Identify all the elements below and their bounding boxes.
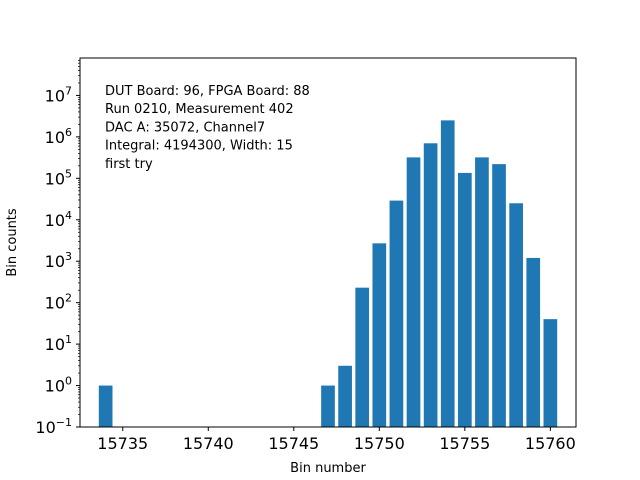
y-tick-label: 107 (45, 84, 72, 105)
bar-15756 (475, 157, 489, 427)
bar-15752 (406, 157, 421, 427)
y-tick-label: 100 (45, 375, 72, 396)
bar-15747 (321, 385, 335, 427)
y-tick-label: 104 (45, 209, 72, 230)
bar-15758 (509, 203, 523, 427)
annotation-line: DAC A: 35072, Channel7 (105, 120, 265, 135)
x-tick-label: 15735 (97, 434, 148, 453)
bar-15760 (543, 319, 558, 427)
x-tick-label: 15745 (268, 434, 319, 453)
y-axis-ticks: 10−1 100 101 102 103 104 105 106 107 (35, 60, 80, 437)
bar-15749 (355, 287, 370, 427)
x-tick-label: 15750 (354, 434, 405, 453)
bar-15734 (98, 385, 113, 427)
plot-frame (79, 57, 577, 428)
bar-15750 (372, 243, 387, 427)
annotation-line: Integral: 4194300, Width: 15 (105, 139, 293, 154)
x-tick-label: 15760 (525, 434, 576, 453)
bar-15757 (492, 164, 506, 427)
x-axis-label: Bin number (290, 461, 366, 476)
y-tick-label: 101 (45, 333, 72, 354)
annotation-line: DUT Board: 96, FPGA Board: 88 (105, 84, 310, 99)
y-tick-label: 10−1 (35, 416, 72, 437)
y-tick-label: 102 (45, 292, 72, 313)
x-axis-ticks: 15735 15740 15745 15750 15755 15760 (97, 427, 576, 453)
annotation-box: DUT Board: 96, FPGA Board: 88 Run 0210, M… (105, 84, 310, 172)
bar-15759 (526, 257, 541, 427)
bar-15748 (338, 365, 352, 427)
x-tick-label: 15755 (439, 434, 490, 453)
annotation-line: Run 0210, Measurement 402 (105, 102, 294, 117)
y-tick-label: 103 (45, 250, 72, 271)
annotation-line: first try (105, 157, 153, 172)
bars-layer (98, 120, 558, 428)
bar-15753 (423, 143, 438, 428)
bar-15751 (389, 200, 404, 427)
y-tick-label: 105 (45, 167, 72, 188)
bar-15754 (440, 120, 455, 427)
x-tick-label: 15740 (183, 434, 234, 453)
y-axis-label: Bin counts (5, 208, 20, 277)
bar-15755 (457, 172, 472, 427)
y-tick-label: 106 (45, 126, 72, 147)
